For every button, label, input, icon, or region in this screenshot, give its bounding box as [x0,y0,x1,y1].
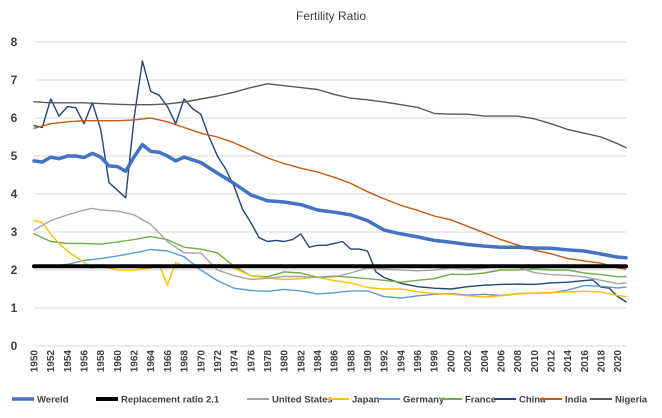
legend: Wereld Replacement ratio 2.1 United States… [12,395,648,406]
x-tick-label: 1950 [30,350,41,373]
x-tick-label: 2012 [546,350,557,373]
legend-label: United States [272,395,333,406]
y-axis-ticks: 0 1 2 3 4 5 6 7 8 [11,35,18,353]
x-tick-label: 2002 [463,350,474,373]
x-tick-label: 1972 [213,350,224,373]
series-line-nigeria [33,83,627,149]
series-line-france [33,233,627,283]
x-tick-label: 1980 [280,350,291,373]
x-tick-label: 1974 [230,350,241,373]
legend-label: France [465,395,496,406]
legend-label: China [519,395,546,406]
x-tick-label: 1994 [396,350,407,373]
y-tick-label: 8 [11,35,18,49]
x-tick-label: 1982 [296,350,307,373]
x-tick-label: 2004 [480,350,491,373]
x-tick-label: 1956 [80,350,91,373]
legend-label: India [565,395,588,406]
x-tick-label: 1960 [113,350,124,373]
legend-item: United States [247,395,333,406]
y-tick-label: 4 [11,187,18,201]
x-tick-label: 2000 [446,350,457,373]
x-tick-label: 1984 [313,350,324,373]
legend-item: France [440,395,496,406]
grid-layer [34,41,626,347]
series-line-china [33,60,627,303]
y-tick-label: 5 [11,149,18,163]
x-tick-label: 1954 [63,350,74,373]
legend-item: Wereld [12,395,69,406]
legend-item: India [540,395,588,406]
legend-item: Japan [327,395,380,406]
legend-item: China [494,395,546,406]
x-tick-label: 1988 [346,350,357,373]
legend-item: Replacement ratio 2.1 [96,395,220,406]
legend-label: Nigeria [615,395,648,406]
x-tick-label: 1970 [196,350,207,373]
x-tick-label: 1958 [96,350,107,373]
x-tick-label: 2018 [596,350,607,373]
y-tick-label: 7 [11,73,18,87]
y-tick-label: 0 [11,339,18,353]
x-tick-label: 1992 [380,350,391,373]
x-tick-label: 2020 [613,350,624,373]
x-tick-label: 2014 [563,350,574,373]
chart-title: Fertility Ratio [296,9,366,23]
y-tick-label: 3 [11,225,18,239]
x-tick-label: 1976 [246,350,257,373]
legend-label: Replacement ratio 2.1 [121,395,220,406]
x-tick-label: 1990 [363,350,374,373]
y-tick-label: 2 [11,263,18,277]
x-axis-ticks: 1950 1952 1954 1956 1958 1960 1962 1964 1966 1968… [30,350,625,373]
x-tick-label: 2006 [496,350,507,373]
series-layer [32,60,628,303]
series-line-united-states [33,207,627,285]
x-tick-label: 1996 [413,350,424,373]
legend-label: Japan [352,395,380,406]
x-tick-label: 1968 [180,350,191,373]
x-tick-label: 1986 [330,350,341,373]
legend-label: Wereld [37,395,69,406]
series-line-india [33,117,627,270]
y-tick-label: 1 [11,301,18,315]
legend-label: Germany [403,395,445,406]
x-tick-label: 1964 [146,350,157,373]
x-tick-label: 1966 [163,350,174,373]
series-line-wereld [32,142,628,260]
legend-item: Nigeria [590,395,648,406]
legend-item: Germany [378,395,445,406]
x-tick-label: 1962 [130,350,141,373]
x-tick-label: 1978 [263,350,274,373]
x-tick-label: 1998 [430,350,441,373]
x-tick-label: 2010 [530,350,541,373]
x-tick-label: 2016 [580,350,591,373]
y-tick-label: 6 [11,111,18,125]
x-tick-label: 2008 [513,350,524,373]
series-line-germany [33,248,627,299]
x-tick-label: 1952 [46,350,57,373]
